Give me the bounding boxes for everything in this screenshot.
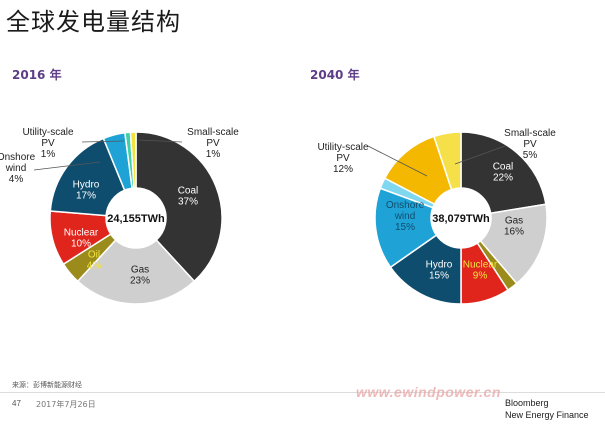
- slice-label-gas: Gas 16%: [504, 216, 524, 238]
- chart-year-2016: 2016 年: [12, 68, 62, 82]
- slice-label-small-scale-pv: Small-scale PV 5%: [504, 128, 556, 161]
- slice-label-nuclear: Nuclear 10%: [64, 228, 99, 250]
- slice-hydro: [49, 137, 126, 217]
- brand-line-1: Bloomberg: [505, 398, 549, 408]
- slice-gas: [76, 238, 196, 305]
- page-title: 全球发电量结构: [6, 8, 181, 36]
- center-total-label: 24,155TWh: [107, 213, 165, 225]
- slice-coal: [460, 131, 547, 215]
- slice-coal: [135, 131, 223, 283]
- slice-label-utility-scale-pv: Utility-scale PV 12%: [317, 142, 369, 175]
- watermark: www.ewindpower.cn: [356, 384, 501, 400]
- brand-logo: Bloomberg New Energy Finance: [505, 398, 589, 420]
- slice-small-scale-pv: [432, 131, 462, 191]
- slice-label-oil: Oil 4%: [87, 250, 102, 272]
- slide-date: 2017年7月26日: [36, 400, 96, 409]
- slice-label-utility-scale-pv: Utility-scale PV 1%: [22, 127, 74, 160]
- slice-label-small-scale-pv: Small-scale PV 1%: [187, 127, 239, 160]
- brand-line-2: New Energy Finance: [505, 410, 589, 420]
- leader-line-onshore-wind: [33, 161, 101, 171]
- slice-label-coal: Coal 37%: [178, 186, 199, 208]
- slice-label-hydro: Hydro 17%: [73, 180, 100, 202]
- footer-divider: [0, 392, 605, 393]
- slice-small-scale-pv: [129, 131, 137, 189]
- slice-gas: [479, 203, 548, 285]
- center-total-label: 38,079TWh: [432, 213, 490, 225]
- slice-label-onshore-wind: Onshore wind 15%: [386, 200, 425, 233]
- slide-number: 47: [12, 399, 21, 408]
- slice-label-onshore-wind: Onshore wind 4%: [0, 152, 36, 185]
- slice-label-hydro: Hydro 15%: [426, 260, 453, 282]
- slice-label-nuclear: Nuclear 9%: [463, 260, 498, 282]
- leader-line-small-scale-pv: [454, 145, 506, 165]
- chart-year-2040: 2040 年: [310, 68, 360, 82]
- leader-line-small-scale-pv: [138, 139, 183, 143]
- leader-line-utility-scale-pv: [367, 145, 428, 177]
- leader-line-utility-scale-pv: [81, 140, 125, 143]
- donut-chart-1: 38,079TWh Coal 22% Gas 16% Nuclear 9% Hydro 15% O…: [317, 128, 556, 305]
- source-note: 来源：彭博新能源财经: [12, 381, 82, 389]
- slice-label-gas: Gas 23%: [130, 265, 150, 287]
- slice-label-coal: Coal 22%: [493, 162, 514, 184]
- donut-chart-0: 24,155TWh Coal 37% Gas 23% Oil 4%Nuclear 10% Hyd…: [0, 127, 239, 305]
